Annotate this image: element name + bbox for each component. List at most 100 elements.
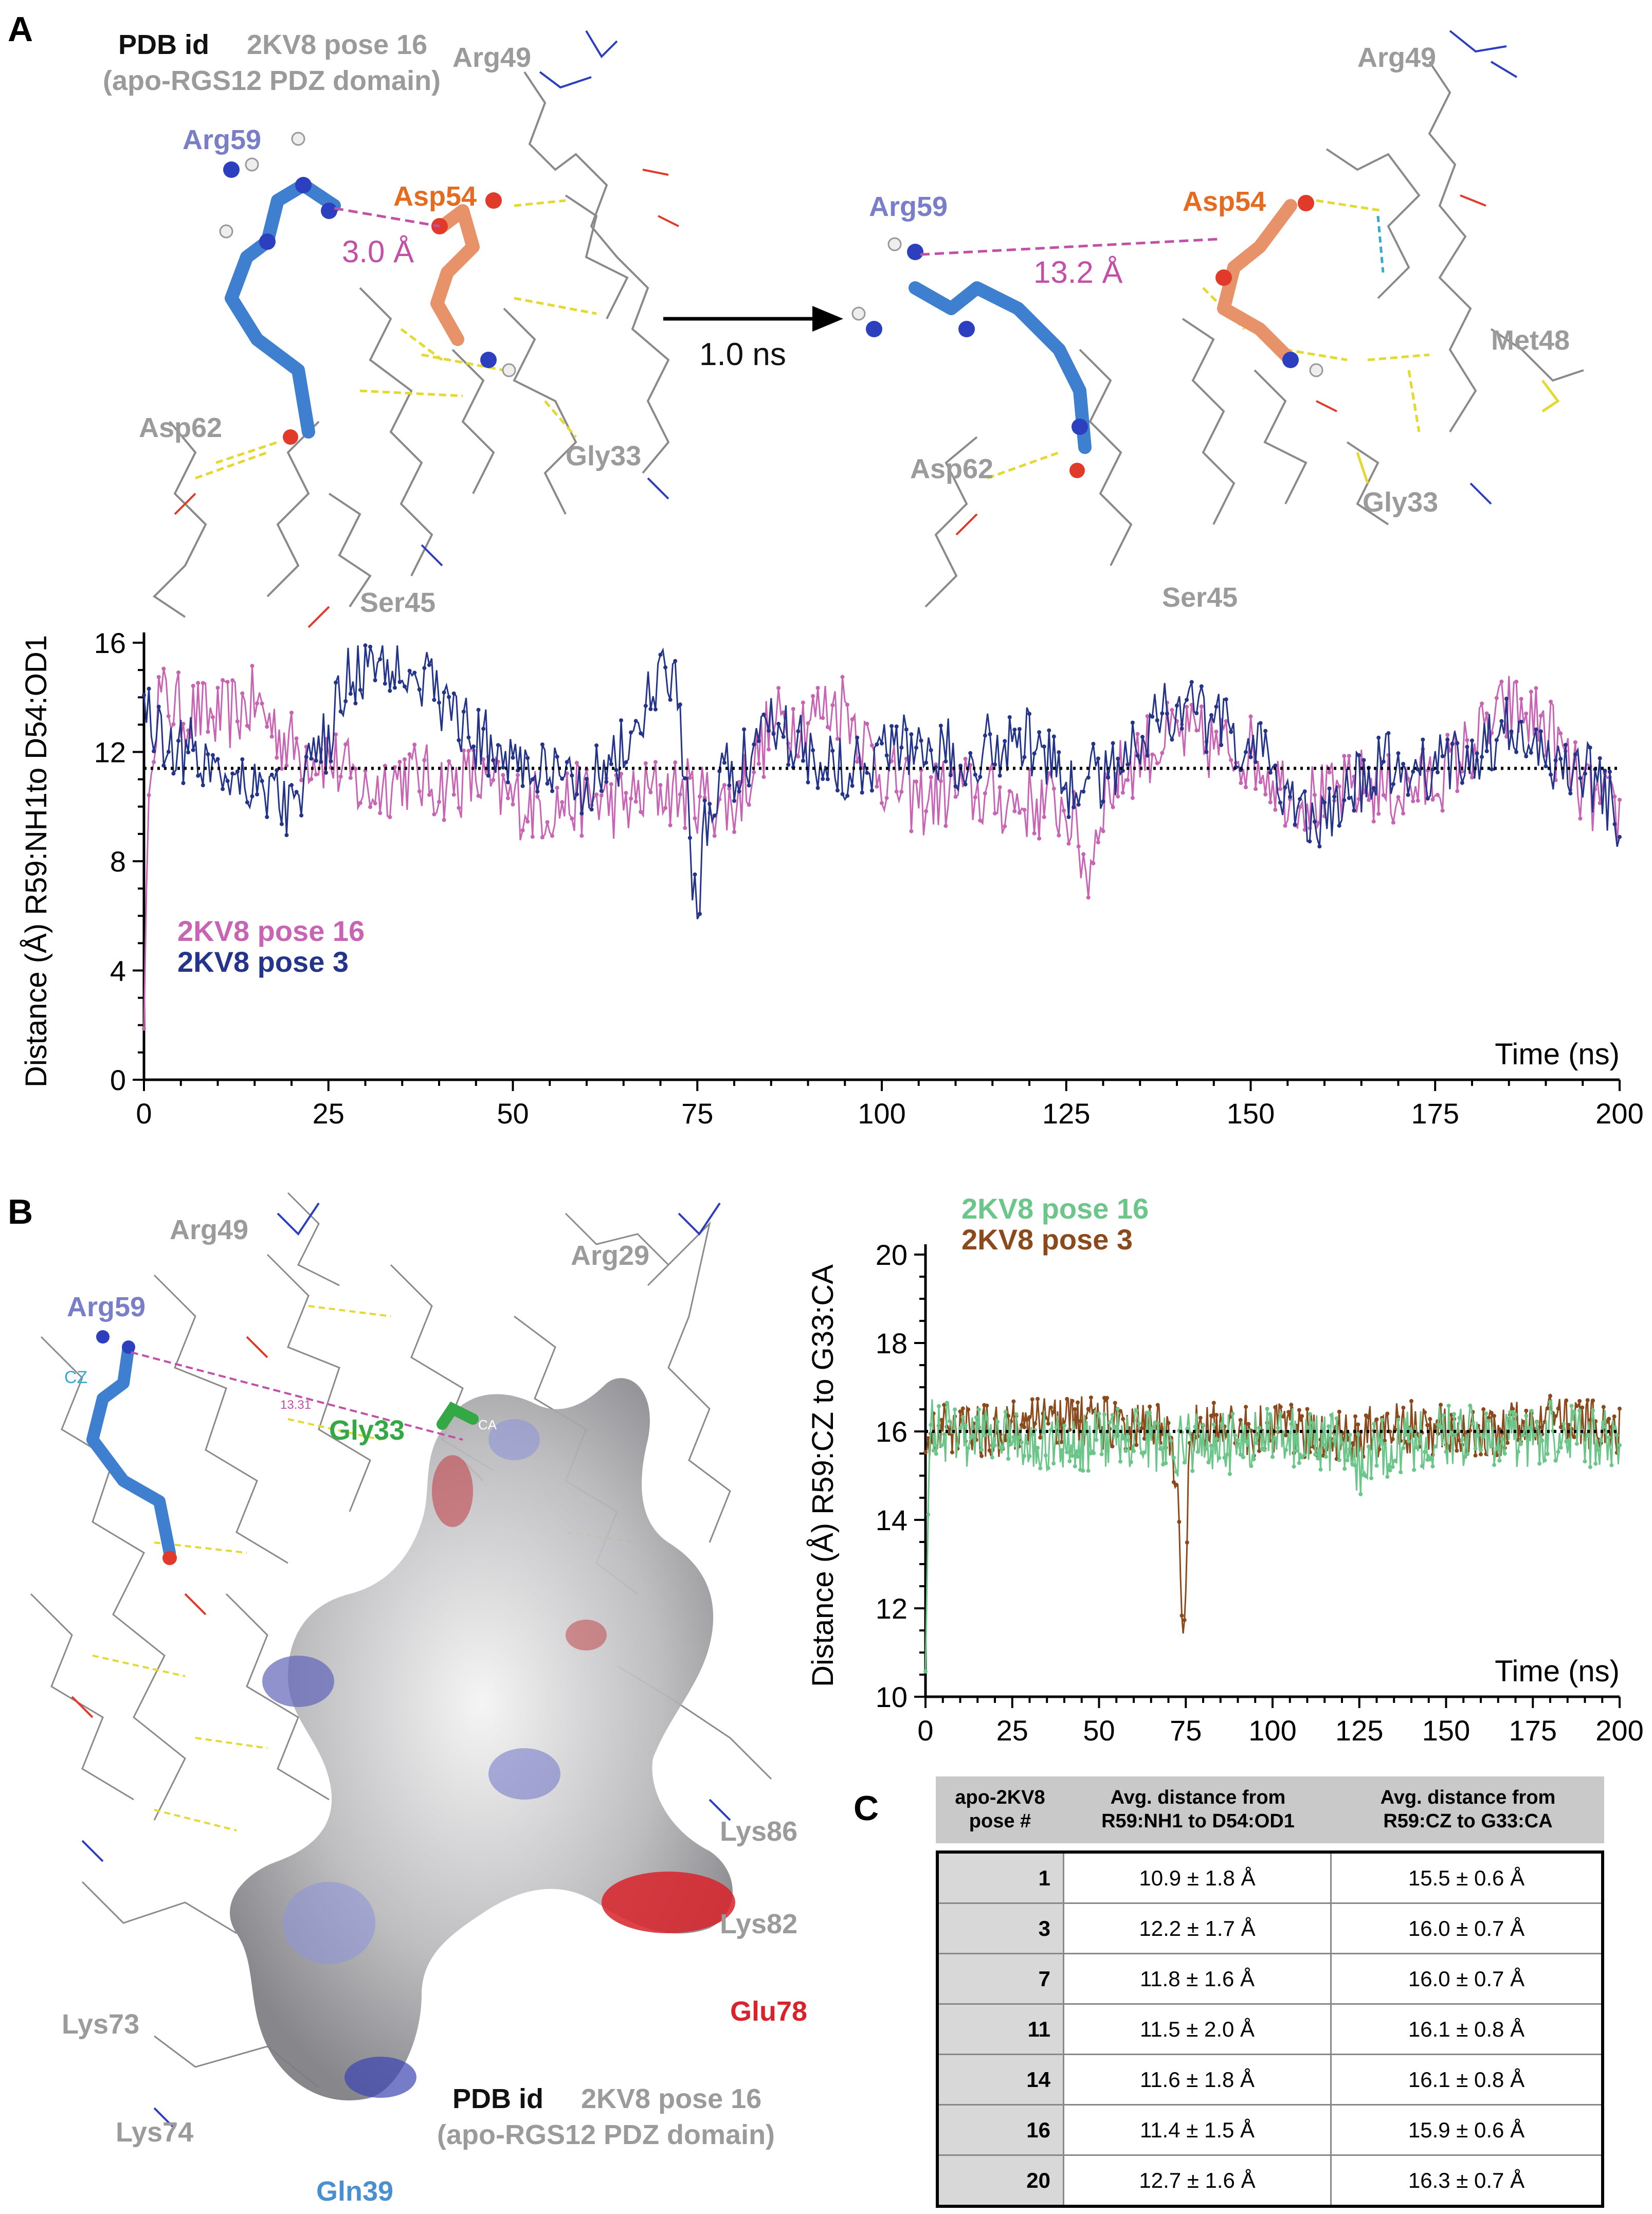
data-point (624, 760, 628, 765)
data-point (1514, 679, 1519, 684)
data-point (1618, 797, 1622, 802)
data-point (702, 795, 707, 800)
data-point (1470, 738, 1474, 743)
x-tick-label: 200 (1595, 1714, 1643, 1747)
x-tick-label: 50 (497, 1097, 529, 1130)
data-point (348, 775, 353, 780)
data-point (1618, 1443, 1622, 1447)
data-point (1204, 1446, 1208, 1451)
data-point (1607, 1417, 1611, 1421)
data-point (1199, 684, 1204, 688)
data-point (1484, 749, 1489, 753)
data-point (1121, 1417, 1125, 1421)
data-point (156, 675, 161, 679)
data-point (1155, 1421, 1160, 1426)
nh1-distance-cell: 11.6 ± 1.8 Å (1064, 2055, 1332, 2104)
data-point (1166, 1421, 1171, 1425)
data-point (1206, 1460, 1211, 1465)
data-point (1263, 729, 1268, 733)
data-point (1006, 1457, 1010, 1461)
data-point (997, 773, 1002, 778)
data-point (796, 729, 801, 734)
data-point (1042, 745, 1046, 749)
data-point (1047, 728, 1051, 733)
data-point (1502, 1451, 1507, 1456)
data-point (1047, 771, 1051, 775)
data-point (1347, 754, 1351, 758)
data-point (1145, 714, 1150, 718)
data-point (875, 784, 879, 789)
data-point (840, 675, 845, 679)
data-point (1327, 1424, 1331, 1429)
data-point (609, 782, 613, 787)
data-point (1337, 1458, 1341, 1462)
data-point (1481, 1407, 1486, 1411)
data-point (948, 773, 953, 777)
data-point (1209, 1413, 1213, 1418)
data-point (1369, 1476, 1374, 1480)
data-point (260, 701, 264, 706)
data-point (1135, 732, 1140, 736)
data-point (1054, 1425, 1059, 1429)
data-point (1572, 1409, 1576, 1414)
data-point (1401, 761, 1406, 766)
data-point (358, 687, 362, 692)
data-point (1313, 1453, 1318, 1457)
data-point (314, 772, 318, 777)
pose-cell: 20 (939, 2156, 1064, 2205)
data-point (815, 685, 820, 690)
data-point (1534, 727, 1538, 732)
data-point (1534, 686, 1538, 691)
data-point (1574, 1404, 1579, 1408)
data-point (1444, 1449, 1448, 1454)
data-point (1425, 796, 1430, 801)
data-point (1317, 844, 1322, 849)
data-point (570, 773, 574, 778)
data-point (747, 803, 751, 807)
data-point (1233, 1433, 1238, 1438)
data-point (1549, 699, 1553, 704)
data-point (1017, 810, 1022, 815)
data-point (1165, 711, 1169, 716)
data-point (1449, 1430, 1454, 1435)
data-point (1499, 719, 1504, 723)
data-point (289, 711, 294, 715)
data-point (1347, 796, 1351, 800)
data-point (801, 758, 805, 763)
cz-distance-cell: 16.0 ± 0.7 Å (1408, 1966, 1525, 1991)
data-point (1169, 1439, 1173, 1443)
data-point (511, 755, 515, 760)
data-point (983, 791, 987, 795)
data-point (1352, 808, 1356, 813)
data-point (1470, 775, 1474, 779)
data-point (648, 707, 653, 711)
data-point (1051, 786, 1056, 791)
data-point (1267, 1412, 1272, 1417)
data-point (1051, 734, 1056, 739)
legend-entry-pose16: 2KV8 pose 16 (961, 1192, 1149, 1225)
data-point (1101, 799, 1105, 804)
data-point (1214, 704, 1219, 709)
data-point (1353, 1414, 1357, 1419)
data-point (1003, 1409, 1008, 1414)
data-point (1115, 1407, 1120, 1411)
a-left-pdb-subtitle: (apo-RGS12 PDZ domain) (103, 65, 441, 96)
data-point (1268, 770, 1273, 775)
y-tick-label: 16 (94, 627, 126, 659)
data-point (756, 761, 761, 766)
data-point (1281, 1414, 1285, 1419)
data-point (732, 799, 736, 803)
data-point (1059, 1440, 1064, 1444)
data-point (1574, 1442, 1579, 1446)
data-point (1066, 841, 1071, 846)
y-axis-label: Distance (Å) R59:CZ to G33:CA (806, 1264, 840, 1687)
data-point (1027, 1454, 1032, 1459)
nh1-distance-cell: 12.2 ± 1.7 Å (1064, 1904, 1332, 1953)
data-point (914, 746, 918, 750)
data-point (166, 750, 171, 754)
data-point (1254, 787, 1258, 791)
data-point (491, 778, 496, 782)
data-point (1591, 1399, 1595, 1403)
data-point (368, 805, 373, 809)
data-point (1248, 755, 1253, 759)
